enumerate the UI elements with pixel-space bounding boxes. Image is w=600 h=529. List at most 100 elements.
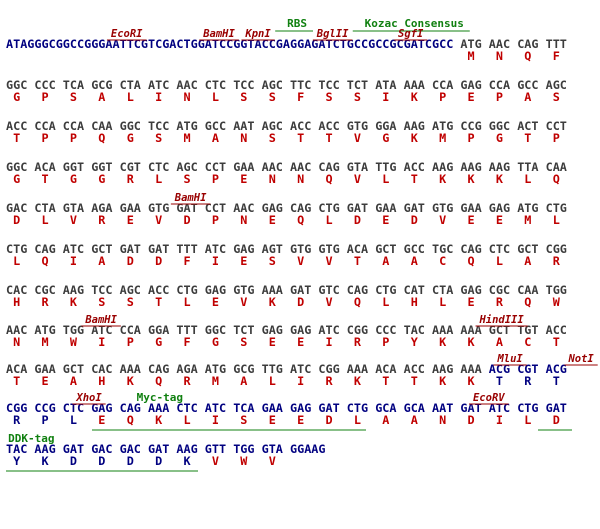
amino-acid: M (524, 213, 531, 227)
amino-acid: F (553, 49, 560, 63)
amino-acid: V (212, 454, 219, 468)
amino-acid: L (70, 413, 77, 427)
amino-acid: L (439, 295, 446, 309)
amino-acid: I (325, 335, 332, 349)
amino-acid: P (212, 172, 219, 186)
tag-label: DDK-tag (8, 432, 54, 445)
amino-acid: D (354, 213, 361, 227)
enzyme-label: BamHI (174, 192, 207, 204)
amino-acid: S (553, 90, 560, 104)
amino-acid: V (297, 254, 304, 268)
amino-acid: G (382, 131, 389, 145)
amino-acid: P (127, 335, 134, 349)
amino-acid: I (212, 254, 219, 268)
amino-acid: E (269, 335, 276, 349)
amino-acid: A (382, 413, 389, 427)
amino-acid: T (354, 254, 361, 268)
amino-acid: V (325, 254, 332, 268)
amino-acid: E (212, 295, 219, 309)
amino-acid: R (41, 295, 49, 309)
amino-acid: A (411, 254, 418, 268)
amino-acid: G (13, 90, 20, 104)
amino-acid: P (41, 413, 48, 427)
amino-acid: C (524, 335, 531, 349)
amino-acid: L (269, 374, 276, 388)
amino-acid: D (70, 454, 77, 468)
amino-acid: T (553, 374, 560, 388)
amino-acid: Q (524, 49, 531, 63)
amino-acid: G (212, 335, 219, 349)
amino-acid: I (212, 413, 219, 427)
dna-sequence: GGC ACA GGT GGT CGT CTC AGC CCT GAA AAC … (6, 160, 567, 174)
amino-acid: P (41, 90, 48, 104)
amino-acid: M (183, 131, 190, 145)
amino-acid: G (496, 131, 503, 145)
amino-acid: I (382, 90, 389, 104)
amino-acid: E (269, 413, 276, 427)
dna-sequence: CTG CAG ATC GCT GAT GAT TTT ATC GAG AGT … (6, 242, 567, 256)
amino-acid: P (70, 131, 77, 145)
amino-acid: W (240, 454, 248, 468)
amino-acid: T (297, 131, 304, 145)
amino-acid: L (382, 295, 389, 309)
amino-acid: P (382, 335, 389, 349)
amino-acid: N (13, 335, 20, 349)
amino-acid: Q (325, 172, 332, 186)
amino-acid: E (240, 172, 247, 186)
amino-acid: R (183, 374, 191, 388)
amino-acid: K (411, 90, 419, 104)
dna-sequence: TAC AAG GAT GAC GAC GAT AAG (6, 442, 198, 456)
dna-sequence: ACA GAA GCT CAC AAA CAG AGA ATG GCG TTG … (6, 362, 482, 376)
amino-acid: P (439, 90, 446, 104)
enzyme-label: MluI (496, 353, 523, 365)
amino-acid: E (467, 90, 474, 104)
amino-acid: K (183, 454, 191, 468)
amino-acid: E (98, 413, 105, 427)
amino-acid: Q (297, 213, 304, 227)
amino-acid: I (70, 254, 77, 268)
amino-acid: R (13, 413, 21, 427)
amino-acid: D (127, 454, 134, 468)
amino-acid: F (183, 335, 190, 349)
dna-sequence: AAC ATG TGG ATC CCA GGA TTT GGC TCT GAG … (6, 323, 567, 337)
amino-acid: Q (155, 374, 162, 388)
amino-acid: W (553, 295, 561, 309)
amino-acid: K (127, 374, 135, 388)
amino-acid: Q (553, 172, 560, 186)
dna-sequence: GTT TGG GTA GGAAG (205, 442, 326, 456)
amino-acid: G (127, 131, 134, 145)
amino-acid: P (212, 213, 219, 227)
amino-acid: S (269, 90, 276, 104)
amino-acid: E (496, 213, 503, 227)
amino-acid: E (467, 213, 474, 227)
amino-acid: I (496, 413, 503, 427)
amino-acid: R (325, 374, 333, 388)
amino-acid: D (98, 454, 105, 468)
amino-acid: S (269, 254, 276, 268)
amino-acid: L (183, 295, 190, 309)
amino-acid: M (439, 131, 446, 145)
enzyme-label: KpnI (244, 28, 271, 40)
amino-acid: T (155, 295, 162, 309)
amino-acid: V (354, 172, 361, 186)
amino-acid: R (524, 374, 532, 388)
amino-acid: I (98, 335, 105, 349)
amino-acid: I (155, 90, 162, 104)
amino-acid: V (439, 213, 446, 227)
enzyme-label: BglII (316, 28, 349, 40)
amino-acid: R (127, 172, 135, 186)
amino-acid: E (382, 213, 389, 227)
amino-acid: H (411, 295, 418, 309)
enzyme-label: XhoI (75, 392, 102, 404)
amino-acid: A (411, 413, 418, 427)
amino-acid: N (297, 172, 304, 186)
feature-label: RBS (287, 17, 307, 30)
amino-acid: N (439, 413, 446, 427)
amino-acid: A (382, 254, 389, 268)
amino-acid: T (325, 131, 332, 145)
enzyme-label: SgfI (398, 28, 424, 40)
amino-acid: E (41, 374, 48, 388)
amino-acid: H (98, 374, 105, 388)
amino-acid: K (70, 295, 78, 309)
